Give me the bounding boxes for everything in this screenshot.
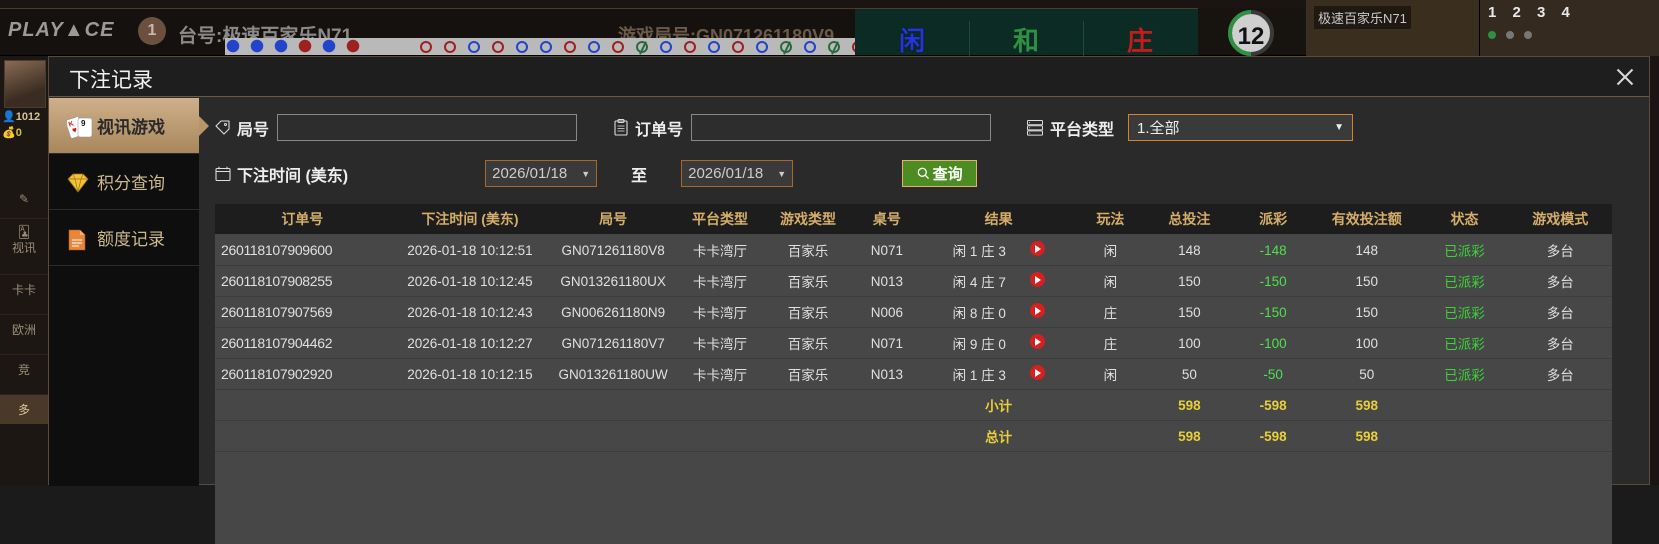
svg-text:9: 9 [81,119,86,128]
